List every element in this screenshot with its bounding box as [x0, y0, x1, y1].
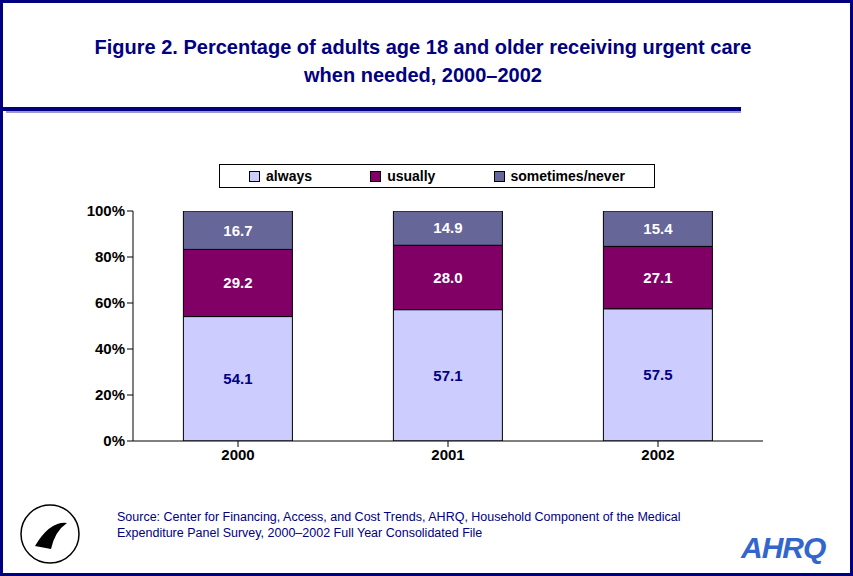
html-text:always: always: [266, 168, 312, 184]
svg-text:16.7: 16.7: [223, 222, 252, 239]
svg-text:80%: 80%: [95, 248, 125, 265]
html-text:Figure 2. Percentage of adults: Figure 2. Percentage of adults age 18 an…: [94, 36, 752, 86]
svg-text:2001: 2001: [431, 446, 464, 463]
html-text:AHRQ: AHRQ: [741, 531, 826, 564]
svg-text:57.5: 57.5: [643, 366, 672, 383]
svg-text:27.1: 27.1: [643, 269, 672, 286]
html-text:sometimes/never: sometimes/never: [510, 168, 625, 184]
html-text:usually: usually: [387, 168, 436, 184]
svg-text:0%: 0%: [103, 432, 125, 449]
svg-text:15.4: 15.4: [643, 220, 673, 237]
svg-text:29.2: 29.2: [223, 274, 252, 291]
svg-text:57.1: 57.1: [433, 367, 462, 384]
svg-text:60%: 60%: [95, 294, 125, 311]
svg-text:54.1: 54.1: [223, 370, 252, 387]
svg-text:2002: 2002: [641, 446, 674, 463]
svg-text:100%: 100%: [87, 202, 125, 219]
svg-text:28.0: 28.0: [433, 269, 462, 286]
html-text:Source: Center for Financing,: Source: Center for Financing, Access, an…: [117, 510, 681, 540]
svg-text:2000: 2000: [221, 446, 254, 463]
svg-text:20%: 20%: [95, 386, 125, 403]
svg-text:40%: 40%: [95, 340, 125, 357]
svg-text:14.9: 14.9: [433, 219, 462, 236]
